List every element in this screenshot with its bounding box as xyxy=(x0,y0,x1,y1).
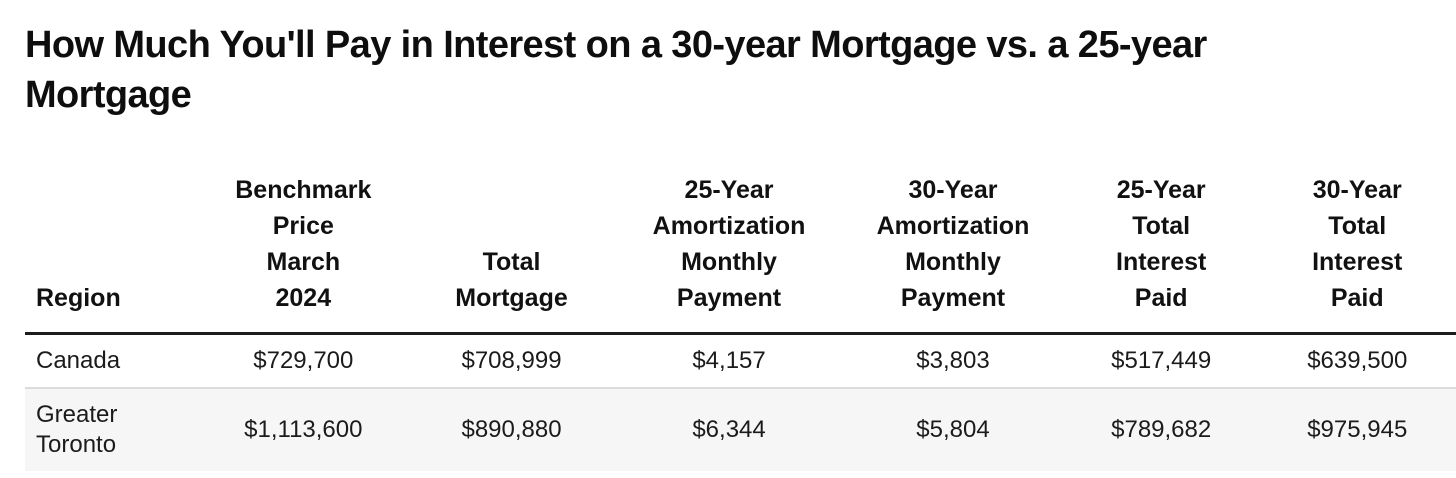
mortgage-comparison-table: Region Benchmark Price March 2024 Total … xyxy=(25,172,1456,471)
cell-30-year-total-interest: $975,945 xyxy=(1307,416,1408,443)
cell-benchmark-price: $729,700 xyxy=(253,347,354,374)
column-header-30-year-monthly-payment: 30-Year Amortization Monthly Payment xyxy=(876,176,1030,312)
column-header-total-mortgage: Total Mortgage xyxy=(455,248,568,312)
cell-25-year-monthly-payment: $4,157 xyxy=(692,347,766,374)
cell-total-mortgage: $890,880 xyxy=(461,416,562,443)
table-header: Region Benchmark Price March 2024 Total … xyxy=(25,172,1456,334)
cell-30-year-monthly-payment: $5,804 xyxy=(916,416,990,443)
column-header-region: Region xyxy=(36,284,121,312)
column-header-25-year-monthly-payment: 25-Year Amortization Monthly Payment xyxy=(652,176,806,312)
cell-30-year-monthly-payment: $3,803 xyxy=(916,347,990,374)
cell-25-year-total-interest: $517,449 xyxy=(1111,347,1212,374)
column-header-benchmark-price: Benchmark Price March 2024 xyxy=(235,176,372,312)
cell-25-year-total-interest: $789,682 xyxy=(1111,416,1212,443)
table-row-greater-toronto: Greater Toronto $1,113,600 $890,880 $6,3… xyxy=(25,388,1456,471)
cell-region: Greater Toronto xyxy=(36,401,118,458)
cell-30-year-total-interest: $639,500 xyxy=(1307,347,1408,374)
table-body: Canada $729,700 $708,999 $4,157 $3,803 $… xyxy=(25,333,1456,471)
cell-benchmark-price: $1,113,600 xyxy=(244,416,363,443)
cell-25-year-monthly-payment: $6,344 xyxy=(692,416,766,443)
column-header-30-year-total-interest: 30-Year Total Interest Paid xyxy=(1312,176,1403,312)
header-row: Region Benchmark Price March 2024 Total … xyxy=(25,172,1456,334)
article-page: How Much You'll Pay in Interest on a 30-… xyxy=(0,20,1456,478)
table-row-canada: Canada $729,700 $708,999 $4,157 $3,803 $… xyxy=(25,333,1456,388)
cell-region: Canada xyxy=(36,347,121,374)
cell-total-mortgage: $708,999 xyxy=(461,347,562,374)
page-title: How Much You'll Pay in Interest on a 30-… xyxy=(25,24,1207,116)
column-header-25-year-total-interest: 25-Year Total Interest Paid xyxy=(1116,176,1207,312)
